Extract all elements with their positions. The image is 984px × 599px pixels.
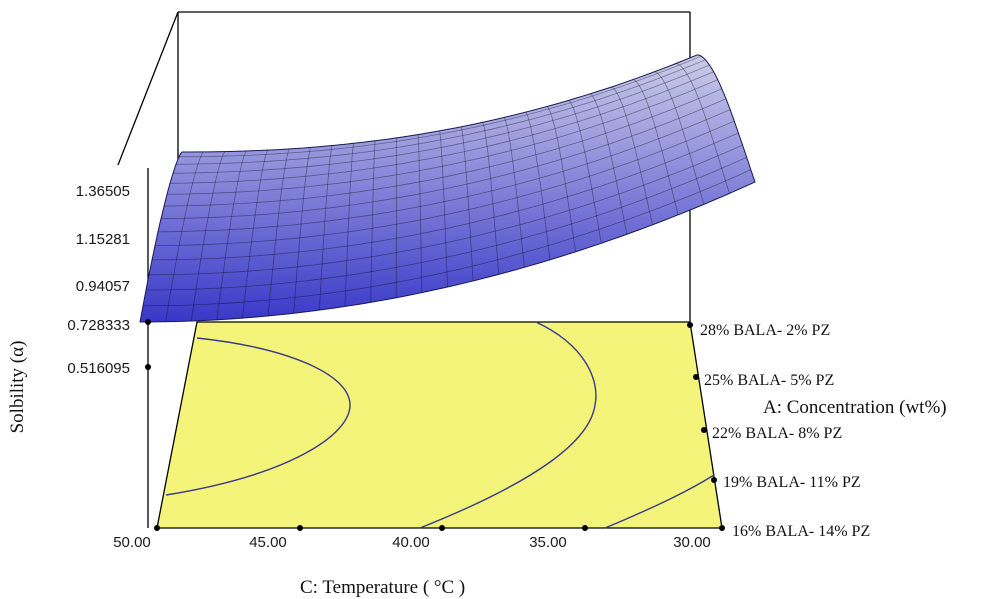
surface-mesh-line: [242, 149, 269, 319]
surface-mesh-line: [172, 64, 710, 174]
tick-markers: [145, 319, 725, 531]
surface-mesh-line: [568, 100, 602, 244]
surface-mesh-line: [169, 71, 714, 184]
tick-dot: [297, 525, 303, 531]
surface-mesh-line: [163, 88, 723, 207]
surface-mesh-line: [546, 106, 576, 252]
tick-dot: [145, 319, 151, 325]
tick-dot: [439, 525, 445, 531]
z-tick-label: 0.516095: [67, 360, 130, 377]
surface-mesh-line: [482, 122, 500, 275]
surface-mesh-line: [165, 151, 204, 322]
surface-mesh-line: [439, 130, 448, 288]
tick-dot: [701, 427, 707, 433]
surface-mesh-line: [632, 79, 679, 215]
surface-mesh-line: [151, 132, 739, 261]
response-surface: [139, 54, 756, 323]
surface-mesh-line: [319, 145, 333, 311]
surface-mesh-line: [589, 93, 628, 235]
surface-mesh-line: [148, 144, 743, 276]
surface-mesh-line: [417, 134, 423, 293]
surface-mesh-line: [178, 55, 702, 158]
surface-mesh-line: [216, 150, 247, 320]
z-tick-label: 1.36505: [76, 183, 130, 200]
surface-mesh-line: [675, 63, 730, 194]
surface-mesh-line: [344, 143, 355, 307]
contour-line-2: [419, 321, 597, 529]
x-tick-label: 45.00: [249, 534, 287, 551]
x-tick-label: 30.00: [673, 534, 711, 551]
surface-mesh-line: [190, 151, 226, 322]
surface-mesh-line: [160, 98, 727, 220]
box-left-top-edge: [117, 11, 179, 166]
y-tick-label: 16% BALA- 14% PZ: [732, 523, 870, 540]
z-axis-ticks: 0.516095 0.728333 0.94057 1.15281 1.3650…: [67, 183, 130, 377]
contour-line-1: [165, 337, 351, 496]
y-tick-label: 19% BALA- 11% PZ: [723, 474, 861, 491]
tick-dot: [693, 374, 699, 380]
tick-dot: [711, 477, 717, 483]
surface-mesh-line: [166, 79, 718, 195]
tick-dot: [145, 364, 151, 370]
z-tick-label: 0.94057: [76, 278, 130, 295]
y-tick-label: 22% BALA- 8% PZ: [712, 425, 842, 442]
y-axis-title: A: Concentration (wt%): [763, 397, 947, 418]
contour-floor: [156, 321, 723, 529]
surface-mesh-line: [139, 181, 756, 323]
surface-mesh-line: [145, 157, 747, 291]
surface-mesh-line: [157, 109, 731, 233]
floor-plane: [156, 321, 723, 529]
surface-mesh-line: [154, 120, 735, 246]
x-axis-ticks: 50.00 45.00 40.00 35.00 30.00: [113, 534, 711, 551]
contour-line-3: [604, 474, 715, 529]
surface-mesh-line: [175, 59, 706, 165]
y-axis-ticks: 28% BALA- 2% PZ 25% BALA- 5% PZ 22% BALA…: [700, 322, 870, 540]
x-tick-label: 35.00: [529, 534, 567, 551]
surface-mesh-line: [370, 140, 376, 303]
x-axis-title: C: Temperature ( °C ): [300, 577, 465, 598]
tick-dot: [582, 525, 588, 531]
z-tick-label: 1.15281: [76, 231, 130, 248]
surface-mesh-line: [611, 86, 653, 225]
x-tick-label: 50.00: [113, 534, 151, 551]
tick-dot: [154, 525, 160, 531]
x-tick-label: 40.00: [392, 534, 430, 551]
surface-fill: [139, 54, 756, 323]
surface-mesh-line: [182, 54, 698, 153]
surface-mesh-line: [142, 169, 752, 307]
surface-mesh-line: [503, 117, 525, 268]
z-axis-title: Solbility (α): [7, 341, 28, 434]
surface-mesh-line: [139, 151, 183, 323]
surface-mesh-line: [525, 111, 551, 260]
surface-mesh-line: [460, 126, 474, 281]
y-tick-label: 25% BALA- 5% PZ: [704, 372, 834, 389]
surface-mesh-line: [654, 71, 705, 205]
tick-dot: [687, 322, 693, 328]
tick-dot: [719, 525, 725, 531]
z-tick-label: 0.728333: [67, 317, 130, 334]
surface-mesh-line: [696, 54, 756, 183]
surface-mesh-line: [293, 147, 312, 314]
y-tick-label: 28% BALA- 2% PZ: [700, 322, 830, 339]
surface-mesh-line: [267, 148, 290, 316]
